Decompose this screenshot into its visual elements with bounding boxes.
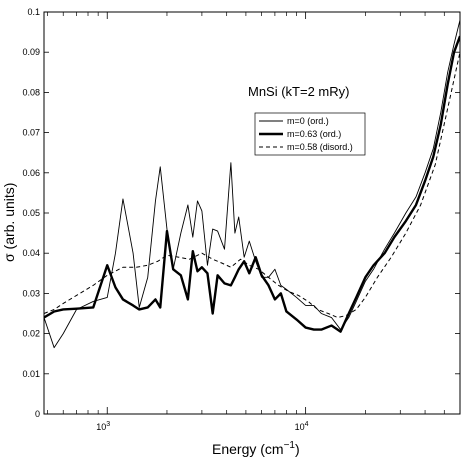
series-line-1	[44, 19, 460, 349]
y-tick-label: 0.1	[27, 7, 40, 17]
x-tick-label: 104	[295, 421, 309, 432]
legend-label-series-2: m=0.63 (ord.)	[287, 129, 341, 139]
plot-frame	[43, 11, 461, 415]
y-tick-label: 0.02	[22, 329, 40, 339]
legend-label-series-1: m=0 (ord.)	[287, 116, 329, 126]
legend: m=0 (ord.) m=0.63 (ord.) m=0.58 (disord.…	[254, 112, 366, 156]
y-tick-label: 0.01	[22, 369, 40, 379]
series-layer	[44, 19, 460, 349]
x-tick-label: 103	[96, 421, 110, 432]
legend-label-series-3: m=0.58 (disord.)	[287, 142, 353, 152]
chart-annotation: MnSi (kT=2 mRy)	[248, 84, 349, 99]
y-tick-label: 0.06	[22, 168, 40, 178]
x-axis-title: Energy (cm−1)	[212, 440, 300, 457]
y-tick-label: 0.07	[22, 128, 40, 138]
y-tick-label: 0	[35, 409, 40, 419]
y-tick-label: 0.09	[22, 47, 40, 57]
series-line-3	[44, 52, 460, 319]
series-line-2	[44, 35, 460, 333]
y-tick-label: 0.08	[22, 87, 40, 97]
x-axis-title-close: )	[295, 441, 300, 457]
y-tick-label: 0.04	[22, 248, 40, 258]
y-tick-label: 0.03	[22, 288, 40, 298]
axis-ticks: 0 0.01 0.02 0.03 0.04 0.05 0.06 0.07 0.08 0.09 0.1…	[22, 7, 461, 432]
y-tick-label: 0.05	[22, 208, 40, 218]
y-axis-title: σ (arb. units)	[1, 183, 17, 262]
x-axis-title-main: Energy (cm	[212, 441, 284, 457]
x-axis-title-exponent: −1	[284, 440, 296, 451]
